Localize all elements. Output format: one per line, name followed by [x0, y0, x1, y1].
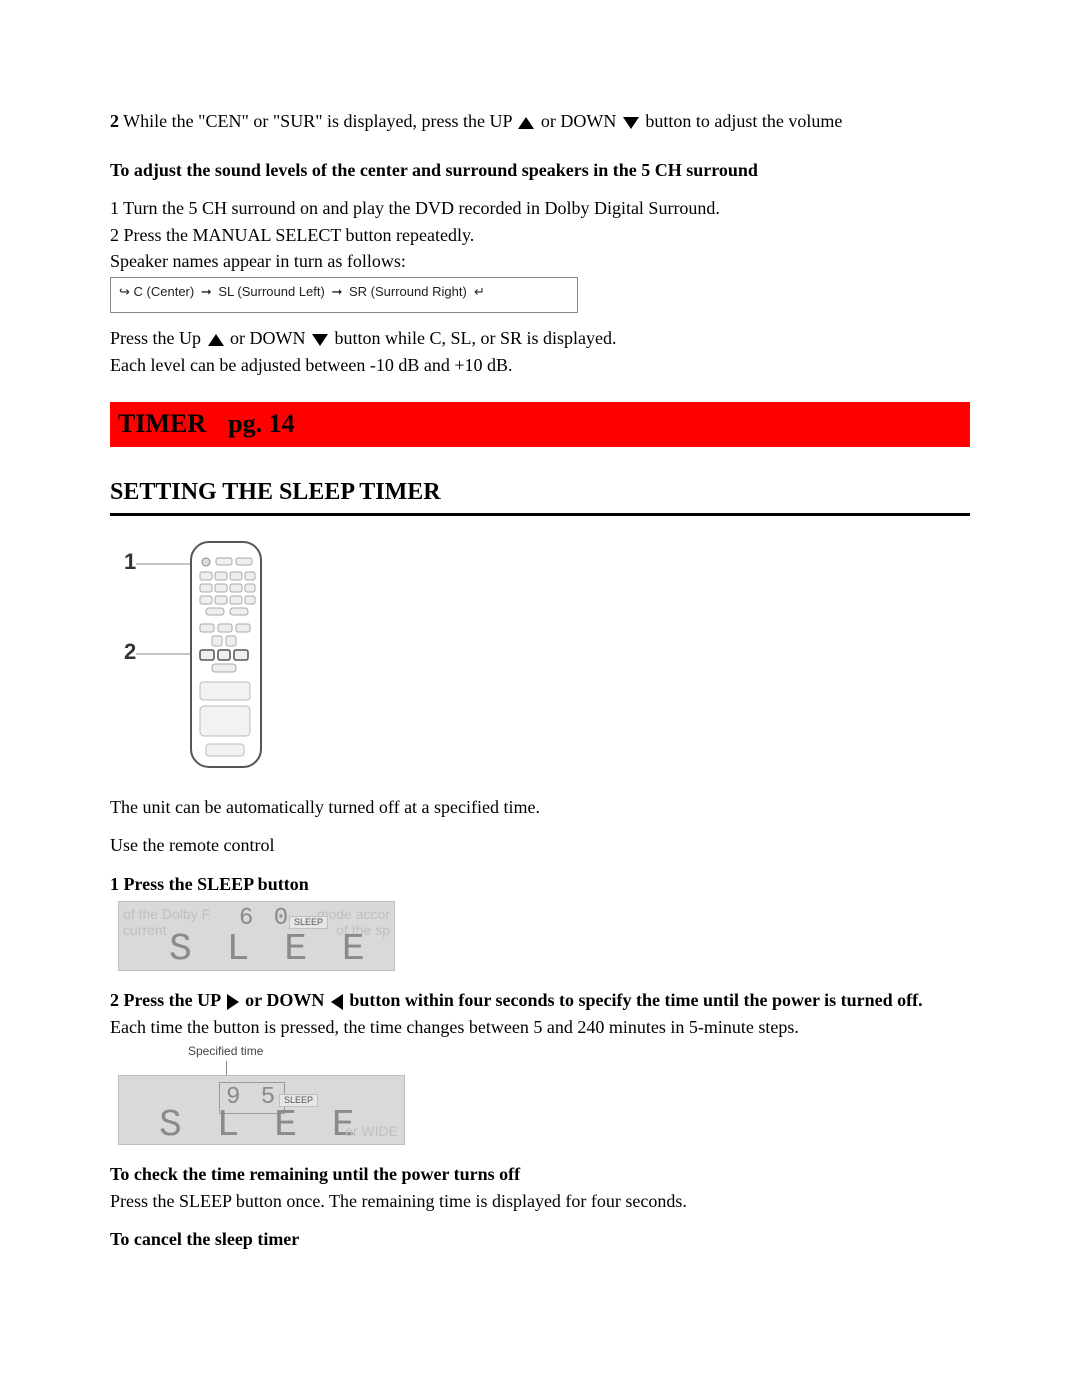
sleep-step-1-heading: 1 Press the SLEEP button	[110, 873, 970, 896]
check-time-heading: To check the time remaining until the po…	[110, 1163, 970, 1186]
up-triangle-icon	[208, 334, 224, 346]
level-range: Each level can be adjusted between -10 d…	[110, 354, 970, 377]
display-panel-2: Specified time 9 5 SLEEP S L E E P or WI…	[118, 1044, 970, 1145]
text: or DOWN	[536, 111, 620, 131]
text: button within four seconds to specify th…	[345, 990, 923, 1010]
adjust-heading: To adjust the sound levels of the center…	[110, 159, 970, 182]
speaker-flow-diagram: ↪ C (Center) ➞ SL (Surround Left) ➞ SR (…	[110, 277, 578, 314]
sleep-intro-1: The unit can be automatically turned off…	[110, 796, 970, 819]
down-triangle-icon	[623, 117, 639, 129]
text: Press the Up	[110, 328, 206, 348]
display-word: S L E E P	[169, 926, 394, 971]
display-panel-1: of the Dolby F current mode accor of the…	[118, 901, 970, 971]
timer-section-banner: TIMER pg. 14	[110, 402, 970, 447]
step-number: 2	[110, 111, 119, 131]
text: or DOWN	[226, 328, 310, 348]
banner-page: pg. 14	[228, 409, 294, 438]
check-time-text: Press the SLEEP button once. The remaini…	[110, 1190, 970, 1213]
faded-text: or WIDE	[345, 1123, 398, 1140]
remote-illustration: 1 2	[116, 534, 970, 774]
faded-text: of the Dolby F	[123, 906, 210, 923]
cancel-timer-heading: To cancel the sleep timer	[110, 1228, 970, 1251]
text: While the "CEN" or "SUR" is displayed, p…	[119, 111, 516, 131]
adjust-step-3: Speaker names appear in turn as follows:	[110, 250, 970, 273]
sleep-step-2: 2 Press the UP or DOWN button within fou…	[110, 989, 970, 1012]
text: or DOWN	[241, 990, 329, 1010]
flow-node: SR (Surround Right)	[349, 284, 467, 299]
text: button to adjust the volume	[641, 111, 842, 131]
sleep-step-2-detail: Each time the button is pressed, the tim…	[110, 1016, 970, 1039]
specified-time-callout: Specified time	[188, 1044, 970, 1059]
press-up-down-line: Press the Up or DOWN button while C, SL,…	[110, 327, 970, 350]
flow-node: SL (Surround Left)	[218, 284, 324, 299]
flow-node: C (Center)	[134, 284, 195, 299]
sleep-timer-heading: SETTING THE SLEEP TIMER	[110, 477, 970, 516]
left-triangle-icon	[331, 994, 343, 1010]
volume-step-2: 2 While the "CEN" or "SUR" is displayed,…	[110, 110, 970, 133]
text: Press the UP	[119, 990, 225, 1010]
banner-title: TIMER	[118, 409, 206, 438]
adjust-step-2: 2 Press the MANUAL SELECT button repeate…	[110, 224, 970, 247]
right-triangle-icon	[227, 994, 239, 1010]
down-triangle-icon	[312, 334, 328, 346]
step-number: 2	[110, 990, 119, 1010]
callout-2-label: 2	[124, 639, 136, 664]
text: button while C, SL, or SR is displayed.	[330, 328, 617, 348]
sleep-intro-2: Use the remote control	[110, 834, 970, 857]
up-triangle-icon	[518, 117, 534, 129]
adjust-step-1: 1 Turn the 5 CH surround on and play the…	[110, 197, 970, 220]
callout-1-label: 1	[124, 549, 136, 574]
faded-text: current	[123, 922, 167, 939]
